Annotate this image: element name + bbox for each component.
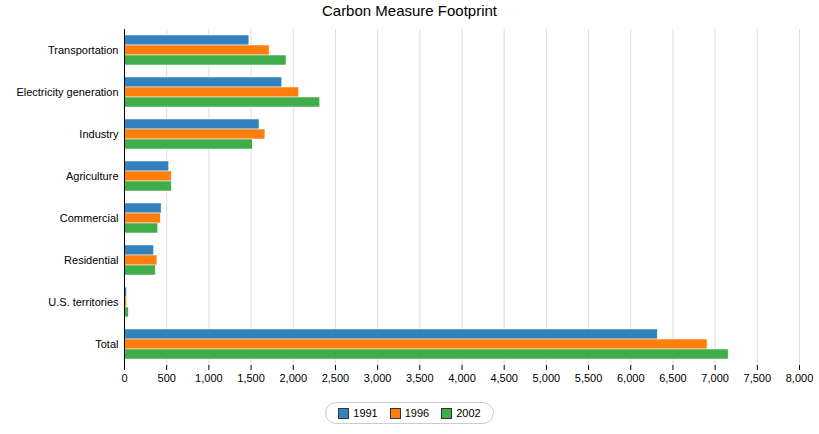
svg-text:1,000: 1,000 [195,372,223,384]
svg-text:U.S. territories: U.S. territories [48,296,119,308]
html-text:1996: 1996 [404,407,430,419]
svg-text:6,000: 6,000 [617,372,645,384]
svg-text:3,000: 3,000 [364,372,392,384]
svg-text:2,500: 2,500 [322,372,350,384]
svg-text:Residential: Residential [64,254,118,266]
svg-text:Electricity generation: Electricity generation [16,86,118,98]
svg-text:7,000: 7,000 [701,372,729,384]
html-text:Carbon Measure Footprint: Carbon Measure Footprint [322,2,497,19]
svg-text:Agriculture: Agriculture [66,170,119,182]
html-text:1991: 1991 [353,407,378,419]
svg-text:Total: Total [95,338,118,350]
svg-text:5,000: 5,000 [533,372,561,384]
svg-text:Commercial: Commercial [60,212,119,224]
svg-text:2,000: 2,000 [279,372,307,384]
svg-text:500: 500 [158,372,176,384]
html-text:2002: 2002 [456,407,481,419]
svg-text:4,000: 4,000 [448,372,476,384]
svg-text:0: 0 [121,372,127,384]
svg-text:7,500: 7,500 [744,372,772,384]
svg-text:1,500: 1,500 [237,372,265,384]
svg-text:Transportation: Transportation [48,44,119,56]
svg-text:Industry: Industry [79,128,119,140]
svg-text:4,500: 4,500 [490,372,518,384]
svg-text:6,500: 6,500 [659,372,687,384]
svg-text:5,500: 5,500 [575,372,603,384]
svg-text:3,500: 3,500 [406,372,434,384]
svg-text:8,000: 8,000 [786,372,814,384]
